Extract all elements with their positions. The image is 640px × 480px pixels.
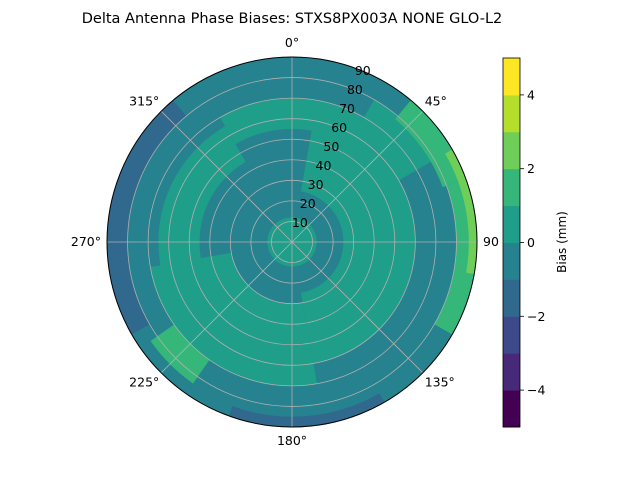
theta-tick-label: 270° bbox=[71, 234, 101, 249]
colorbar-tick-label: 4 bbox=[527, 87, 535, 102]
contour-region bbox=[445, 149, 477, 275]
colorbar-tick-label: −2 bbox=[527, 309, 545, 324]
angular-grid-line bbox=[291, 110, 424, 243]
angular-grid-line bbox=[160, 110, 293, 243]
colorbar-tick-label: 0 bbox=[527, 235, 535, 250]
theta-tick-label: 315° bbox=[129, 93, 159, 108]
radial-tick-label: 60 bbox=[331, 120, 347, 135]
contour-region bbox=[158, 126, 246, 288]
colorbar: −4 −2 0 2 4 bbox=[502, 57, 545, 428]
radial-tick-label: 20 bbox=[300, 196, 316, 211]
angular-grid-line bbox=[160, 241, 293, 374]
colorbar-band bbox=[503, 131, 520, 170]
radial-tick-labels: 10 20 30 40 50 60 70 80 90 bbox=[292, 63, 371, 230]
contour-region bbox=[220, 98, 385, 156]
colorbar-tick-label: −4 bbox=[527, 383, 545, 398]
colorbar-band bbox=[503, 279, 520, 317]
colorbar-band bbox=[503, 58, 520, 96]
radial-tick-label: 10 bbox=[292, 215, 308, 230]
chart-title: Delta Antenna Phase Biases: STXS8PX003A … bbox=[82, 11, 503, 27]
radial-tick-label: 30 bbox=[308, 177, 324, 192]
colorbar-band bbox=[503, 94, 520, 133]
colorbar-band bbox=[503, 390, 520, 428]
theta-tick-label: 135° bbox=[425, 375, 455, 390]
theta-tick-label: 225° bbox=[129, 375, 159, 390]
polar-frame bbox=[106, 56, 478, 428]
colorbar-band bbox=[503, 168, 520, 207]
angular-grid-line bbox=[291, 241, 424, 374]
theta-tick-label: 45° bbox=[425, 93, 447, 108]
radial-tick-label: 50 bbox=[323, 139, 339, 154]
radial-tick-label: 40 bbox=[316, 158, 332, 173]
theta-tick-label: 90 bbox=[483, 234, 499, 249]
radial-tick-label: 80 bbox=[347, 82, 363, 97]
colorbar-band bbox=[503, 205, 520, 243]
contour-region bbox=[150, 252, 317, 386]
theta-tick-label: 0° bbox=[285, 35, 299, 50]
colorbar-band bbox=[503, 242, 520, 280]
theta-tick-label: 180° bbox=[277, 433, 307, 448]
contour-region bbox=[395, 100, 466, 188]
colorbar-band bbox=[503, 353, 520, 391]
colorbar-label: Bias (mm) bbox=[555, 211, 569, 273]
polar-grid bbox=[107, 57, 477, 427]
radial-tick-label: 70 bbox=[339, 101, 355, 116]
contour-region bbox=[434, 178, 477, 335]
colorbar-band bbox=[503, 316, 520, 354]
radial-tick-label: 90 bbox=[355, 63, 371, 78]
colorbar-tick-label: 2 bbox=[527, 161, 535, 176]
theta-tick-labels: 0° 45° 90 135° 180° 225° 270° 315° bbox=[71, 35, 499, 448]
